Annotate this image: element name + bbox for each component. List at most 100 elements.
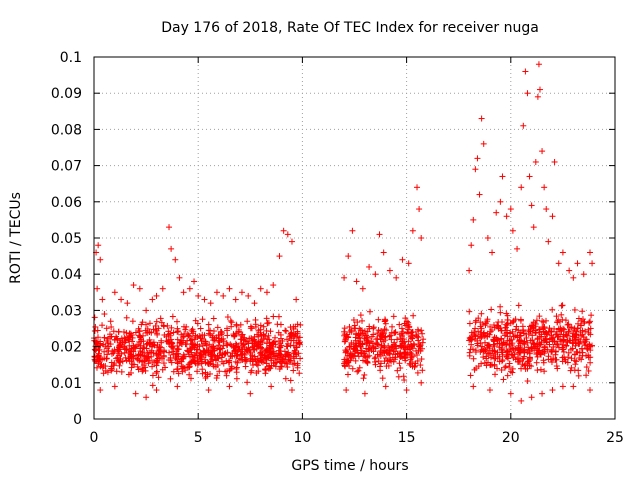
data-point <box>528 394 535 401</box>
data-point <box>224 332 231 339</box>
data-point <box>534 367 541 374</box>
data-point <box>563 342 570 349</box>
data-point <box>260 323 267 330</box>
data-point <box>491 348 498 355</box>
data-point <box>488 306 495 313</box>
data-point <box>149 296 156 303</box>
data-point <box>117 341 124 348</box>
data-point <box>560 325 567 332</box>
data-point <box>280 227 287 234</box>
data-point <box>257 322 264 329</box>
data-point <box>552 348 559 355</box>
data-point <box>380 330 387 337</box>
data-point <box>158 319 165 326</box>
data-point <box>541 324 548 331</box>
data-point <box>498 367 505 374</box>
x-tick-label: 10 <box>293 430 311 446</box>
data-point <box>564 321 571 328</box>
data-point <box>129 338 136 345</box>
data-point <box>287 324 294 331</box>
data-point <box>379 329 386 336</box>
data-point <box>580 334 587 341</box>
data-point <box>477 329 484 336</box>
data-point <box>555 260 562 267</box>
data-point <box>537 351 544 358</box>
data-point <box>231 352 238 359</box>
data-point <box>503 310 510 317</box>
data-point <box>571 333 578 340</box>
data-point <box>375 327 382 334</box>
data-point <box>373 339 380 346</box>
data-point <box>238 356 245 363</box>
data-point <box>283 328 290 335</box>
data-point <box>587 318 594 325</box>
data-point <box>237 321 244 328</box>
data-point <box>168 245 175 252</box>
data-point <box>122 338 129 345</box>
data-point <box>549 306 556 313</box>
data-point <box>223 372 230 379</box>
data-point <box>116 352 123 359</box>
data-point <box>401 336 408 343</box>
data-point <box>547 328 554 335</box>
data-point <box>587 359 594 366</box>
data-point <box>569 345 576 352</box>
data-point <box>353 331 360 338</box>
data-point <box>344 352 351 359</box>
data-point <box>255 339 262 346</box>
data-point <box>204 371 211 378</box>
data-point <box>170 368 177 375</box>
data-point <box>418 327 425 334</box>
data-point <box>160 360 167 367</box>
data-point <box>97 256 104 263</box>
data-point <box>354 368 361 375</box>
data-point <box>360 357 367 364</box>
data-point <box>227 366 234 373</box>
data-point <box>211 337 218 344</box>
data-point <box>575 372 582 379</box>
data-point <box>277 321 284 328</box>
data-point <box>544 346 551 353</box>
data-point <box>260 335 267 342</box>
data-point <box>355 367 362 374</box>
data-point <box>277 363 284 370</box>
data-point <box>148 329 155 336</box>
data-point <box>167 330 174 337</box>
data-point <box>284 352 291 359</box>
data-point <box>480 140 487 147</box>
data-point <box>247 390 254 397</box>
data-point <box>153 352 160 359</box>
data-point <box>398 342 405 349</box>
data-point <box>565 349 572 356</box>
data-point <box>190 358 197 365</box>
data-point <box>509 328 516 335</box>
data-point <box>515 358 522 365</box>
y-axis-label: ROTI / TECUs <box>8 192 24 284</box>
data-point <box>94 334 101 341</box>
data-point <box>474 155 481 162</box>
data-point <box>368 333 375 340</box>
data-point <box>382 355 389 362</box>
data-point <box>103 325 110 332</box>
data-point <box>489 249 496 256</box>
data-point <box>399 330 406 337</box>
data-point <box>270 359 277 366</box>
data-point <box>101 311 108 318</box>
data-point <box>266 339 273 346</box>
data-point <box>169 348 176 355</box>
data-point <box>548 359 555 366</box>
x-tick-label: 15 <box>398 430 416 446</box>
data-point <box>194 346 201 353</box>
data-point <box>284 351 291 358</box>
data-point <box>524 360 531 367</box>
data-point <box>380 338 387 345</box>
data-point <box>548 332 555 339</box>
data-point <box>108 359 115 366</box>
data-point <box>361 328 368 335</box>
data-point <box>386 333 393 340</box>
data-point <box>132 329 139 336</box>
data-point <box>579 308 586 315</box>
data-point <box>288 238 295 245</box>
data-point <box>414 357 421 364</box>
